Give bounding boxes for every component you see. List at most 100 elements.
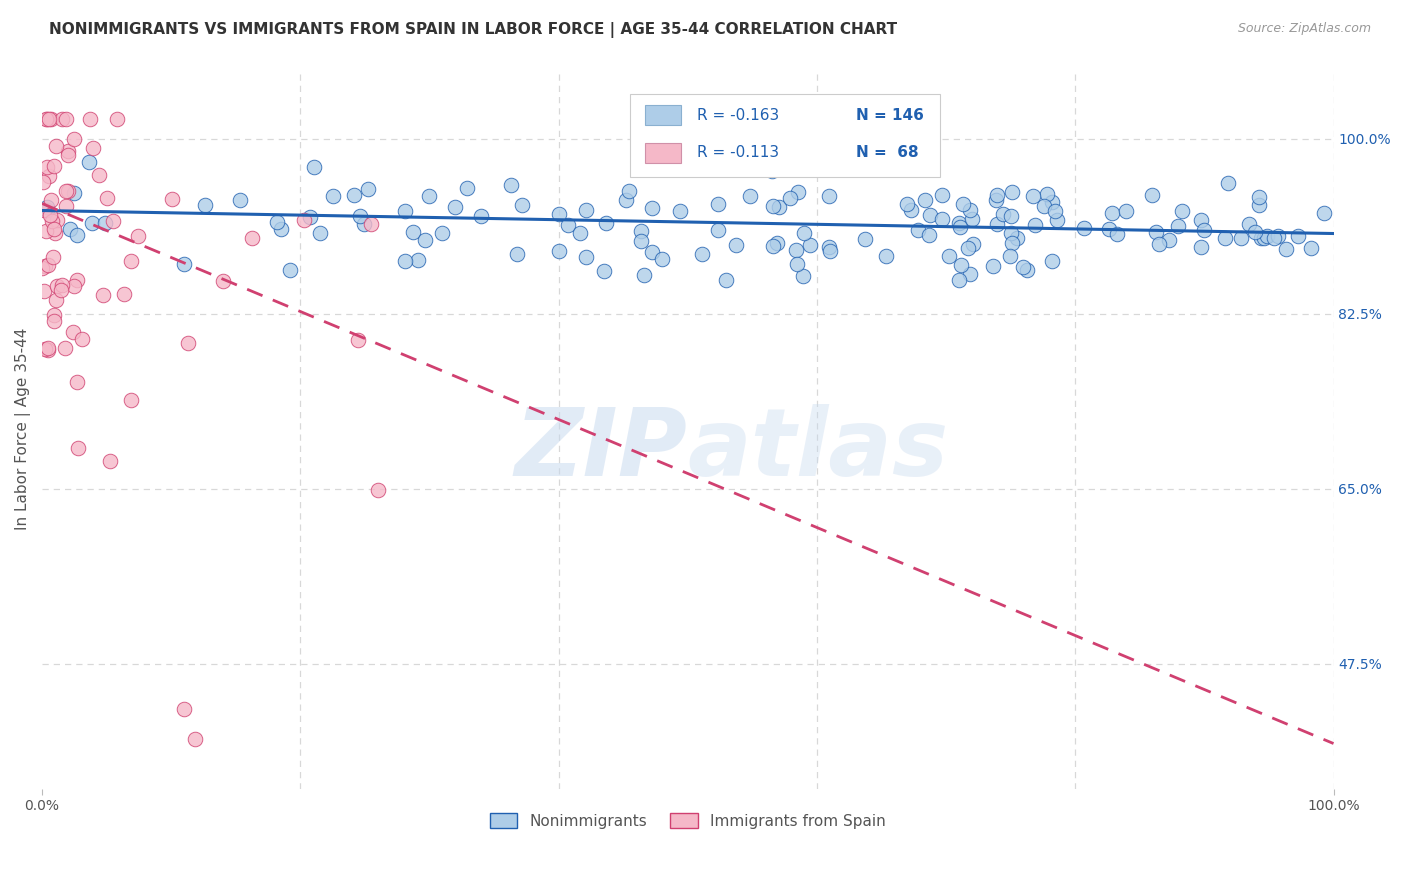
Point xyxy=(1036,187,1059,202)
Point xyxy=(34,342,56,356)
Point xyxy=(34,202,56,217)
Point xyxy=(266,215,288,229)
Point xyxy=(952,197,974,211)
Point xyxy=(35,200,58,214)
Point xyxy=(762,199,785,213)
Point xyxy=(77,155,100,169)
Point xyxy=(173,257,195,271)
Point xyxy=(595,216,617,230)
Point xyxy=(62,325,84,339)
Point xyxy=(342,187,364,202)
Point xyxy=(1040,254,1063,268)
Point xyxy=(1286,228,1309,243)
Point xyxy=(716,273,738,287)
Point xyxy=(918,227,941,242)
Point xyxy=(960,211,983,226)
Point xyxy=(1250,230,1272,244)
Point xyxy=(443,201,465,215)
Point xyxy=(793,226,815,240)
Point xyxy=(510,198,533,212)
Point xyxy=(1022,189,1045,203)
Point xyxy=(938,249,960,263)
Point xyxy=(49,283,72,297)
Legend: Nonimmigrants, Immigrants from Spain: Nonimmigrants, Immigrants from Spain xyxy=(484,806,891,835)
Point xyxy=(55,112,77,126)
Point xyxy=(38,169,60,183)
Point xyxy=(292,213,315,227)
Point xyxy=(66,273,89,287)
Point xyxy=(46,279,69,293)
Point xyxy=(1256,228,1278,243)
Point xyxy=(1000,226,1022,240)
Point xyxy=(785,243,807,257)
Point xyxy=(302,161,325,175)
Point xyxy=(762,239,785,253)
Point xyxy=(1000,185,1022,199)
Text: Source: ZipAtlas.com: Source: ZipAtlas.com xyxy=(1237,22,1371,36)
Point xyxy=(557,219,579,233)
Point xyxy=(786,185,808,199)
Point xyxy=(900,203,922,218)
Point xyxy=(959,267,981,281)
Point xyxy=(1313,205,1336,219)
Point xyxy=(1073,221,1095,235)
Point xyxy=(1043,204,1066,219)
Point xyxy=(55,184,77,198)
Point xyxy=(183,731,205,746)
Point xyxy=(298,211,321,225)
Point xyxy=(39,208,62,222)
Point xyxy=(1243,225,1265,239)
Point xyxy=(499,178,522,193)
Point xyxy=(779,190,801,204)
Point xyxy=(616,194,638,208)
Point xyxy=(690,247,713,261)
Point xyxy=(120,393,142,408)
Point xyxy=(353,217,375,231)
Point xyxy=(991,207,1014,221)
Point xyxy=(1274,242,1296,256)
Point xyxy=(82,216,104,230)
Point xyxy=(37,112,59,126)
Point xyxy=(45,139,67,153)
Point xyxy=(1218,176,1240,190)
Point xyxy=(738,188,761,202)
Point xyxy=(1189,240,1212,254)
Point xyxy=(53,341,76,355)
Point xyxy=(984,194,1007,208)
Point xyxy=(430,226,453,240)
Point xyxy=(1101,206,1123,220)
Point xyxy=(641,244,664,259)
Point xyxy=(242,230,264,244)
Point xyxy=(786,257,808,271)
Point xyxy=(641,201,664,215)
Point xyxy=(1011,260,1033,275)
Point xyxy=(270,222,292,236)
Point xyxy=(1144,225,1167,239)
Point xyxy=(39,112,62,126)
Point xyxy=(38,112,60,126)
Point xyxy=(630,224,652,238)
Text: R = -0.163: R = -0.163 xyxy=(697,108,779,123)
Point xyxy=(630,234,652,248)
Point xyxy=(56,147,79,161)
Point xyxy=(948,273,970,287)
Point xyxy=(619,184,641,198)
Point xyxy=(1024,219,1046,233)
Point xyxy=(956,241,979,255)
Bar xyxy=(645,105,682,126)
Bar xyxy=(630,94,939,177)
Point xyxy=(55,199,77,213)
Point xyxy=(63,186,86,201)
Point xyxy=(1263,230,1285,244)
Point xyxy=(413,233,436,247)
Point xyxy=(768,200,790,214)
Point xyxy=(1249,190,1271,204)
Point xyxy=(66,227,89,242)
Point xyxy=(37,341,59,355)
Point xyxy=(456,180,478,194)
Point xyxy=(42,159,65,173)
Point xyxy=(112,287,135,301)
Point xyxy=(1192,222,1215,236)
Point xyxy=(761,164,783,178)
Point xyxy=(948,216,970,230)
